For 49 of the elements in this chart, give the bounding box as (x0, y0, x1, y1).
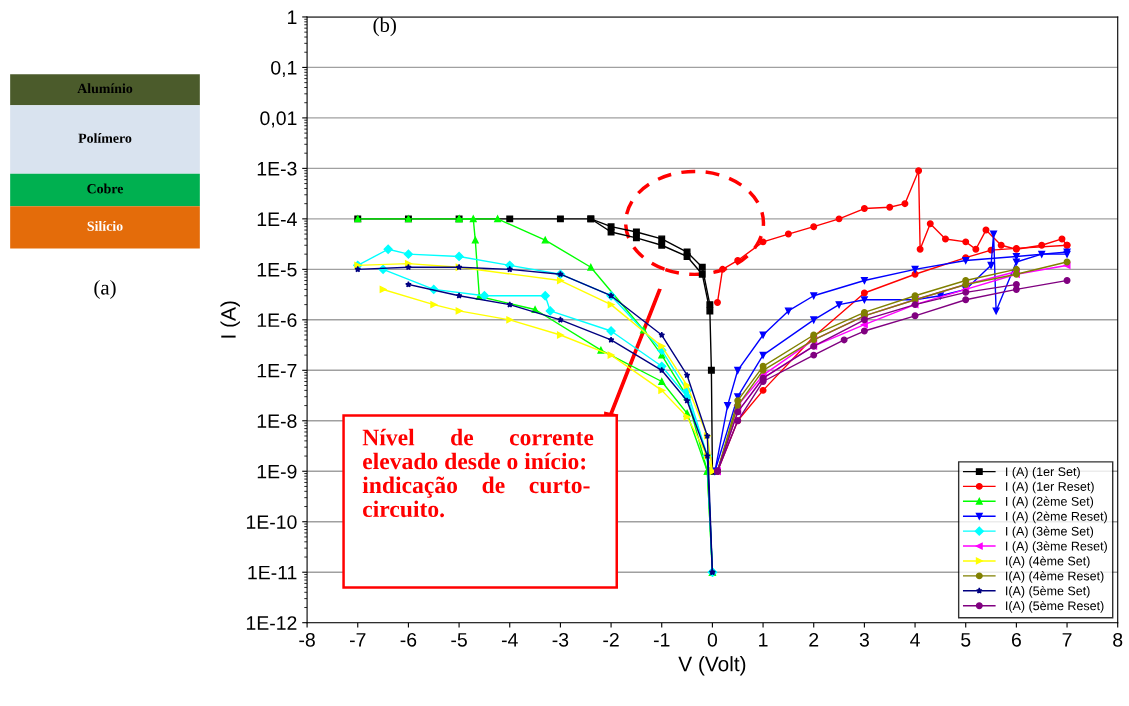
x-tick-label: 3 (859, 632, 869, 647)
x-tick-label: 1 (759, 633, 768, 647)
x-tick-label: -1 (653, 633, 670, 647)
x-tick-label: 0 (707, 632, 718, 647)
y-tick-label: 1E-9 (257, 464, 297, 479)
x-tick-label: 2 (809, 632, 819, 647)
legend-label: I(A) (4ème Reset) (1006, 571, 1104, 583)
x-tick-label: -5 (451, 633, 467, 647)
legend-label: I (A) (3ème Reset) (1006, 541, 1107, 554)
x-tick-label: 6 (1011, 632, 1021, 647)
y-tick-label: 1E-11 (248, 565, 297, 580)
x-axis-title: V (Volt) (678, 656, 746, 676)
text: Alumínio (77, 83, 133, 94)
x-tick-label: -6 (400, 632, 417, 647)
y-tick-label: 1E-12 (246, 616, 297, 630)
legend-label: I (A) (1er Reset) (1006, 481, 1094, 494)
legend-label: I (A) (3ème Set) (1006, 526, 1094, 539)
x-tick-label: 7 (1062, 633, 1072, 647)
y-tick-label: 1E-10 (246, 515, 297, 529)
y-tick-label: 1E-3 (257, 161, 297, 176)
y-tick-label: 1E-8 (257, 414, 297, 429)
y-tick-label: 0,1 (271, 60, 297, 77)
x-tick-label: -4 (501, 633, 518, 647)
y-tick-label: 0,01 (260, 111, 297, 128)
x-tick-label: 8 (1113, 632, 1123, 647)
legend-label: I(A) (5ème Reset) (1006, 600, 1104, 613)
x-tick-label: -3 (552, 632, 569, 647)
y-tick-label: 1E-7 (257, 363, 297, 378)
legend-label: I (A) (2ème Reset) (1006, 511, 1107, 524)
x-tick-label: 4 (910, 633, 920, 647)
text: Polímero (78, 133, 132, 143)
legend-label: I (A) (2ème Set) (1006, 496, 1094, 509)
y-tick-label: 1E-5 (257, 263, 297, 277)
legend-label: I (A) (1er Set) (1006, 466, 1080, 479)
text: Silício (87, 221, 123, 231)
text: Cobre (87, 183, 124, 194)
y-tick-label: 1 (288, 10, 297, 24)
legend-label: I(A) (4ème Set) (1006, 556, 1090, 568)
annotation: (b) (373, 17, 396, 37)
annotation: Nível de corrente elevado desde o início: indicação de curto- circuito. (362, 428, 594, 518)
y-axis-title: I (A) (220, 301, 240, 338)
text: (a) (94, 280, 116, 299)
x-tick-label: -8 (299, 632, 315, 647)
y-tick-label: 1E-6 (257, 313, 297, 328)
x-tick-label: 5 (961, 633, 971, 647)
x-tick-label: -2 (603, 632, 619, 647)
legend-label: I(A) (5ème Set) (1006, 585, 1090, 598)
y-tick-label: 1E-4 (257, 212, 297, 226)
x-tick-label: -7 (349, 633, 366, 647)
